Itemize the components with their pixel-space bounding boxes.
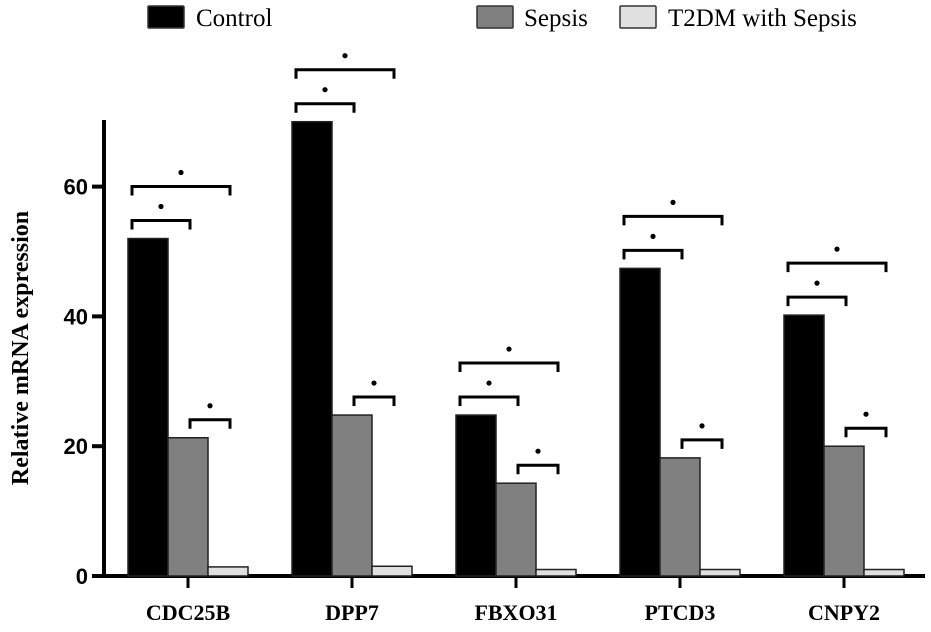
bar-t2dm-with-sepsis-fbxo31 bbox=[535, 568, 577, 577]
bracket-control-vs-sepsis-marker bbox=[650, 233, 656, 239]
legend-label-sepsis: Sepsis bbox=[524, 5, 588, 32]
bracket-control-vs-sepsis-marker bbox=[158, 203, 164, 210]
bar-t2dm-with-sepsis-dpp7 bbox=[371, 565, 413, 577]
bracket-control-vs-t2dm bbox=[622, 214, 724, 226]
bracket-control-vs-t2dm bbox=[294, 68, 396, 79]
bar-control-cdc25b bbox=[127, 237, 169, 577]
y-tick-label: 0 bbox=[76, 564, 88, 589]
bracket-control-vs-t2dm-marker bbox=[670, 199, 676, 205]
bracket-sepsis-vs-t2dm bbox=[516, 463, 560, 475]
legend-swatch-control bbox=[147, 5, 185, 29]
bracket-control-vs-t2dm bbox=[130, 185, 232, 196]
y-tick-label: 60 bbox=[64, 175, 88, 200]
bracket-control-vs-sepsis bbox=[786, 295, 848, 307]
bracket-sepsis-vs-t2dm-marker bbox=[207, 403, 213, 409]
category-label: DPP7 bbox=[325, 600, 379, 625]
category-label: CNPY2 bbox=[808, 600, 880, 625]
bracket-control-vs-sepsis bbox=[294, 102, 356, 113]
category-label: CDC25B bbox=[146, 600, 231, 625]
legend-label-t2dm-with-sepsis: T2DM with Sepsis bbox=[668, 5, 857, 32]
bracket-control-vs-sepsis-marker bbox=[322, 87, 328, 93]
bar-sepsis-cnpy2 bbox=[823, 445, 865, 577]
legend-swatch-sepsis bbox=[476, 5, 514, 29]
bar-control-cnpy2 bbox=[783, 314, 825, 577]
bar-t2dm-with-sepsis-cnpy2 bbox=[863, 568, 905, 577]
bar-t2dm-with-sepsis-cdc25b bbox=[207, 566, 249, 577]
bracket-sepsis-vs-t2dm bbox=[844, 426, 888, 438]
bracket-sepsis-vs-t2dm-marker bbox=[699, 423, 705, 429]
category-label: FBXO31 bbox=[474, 600, 557, 625]
bar-t2dm-with-sepsis-ptcd3 bbox=[699, 568, 741, 577]
legend: Control Sepsis T2DM with Sepsis bbox=[147, 5, 857, 32]
bar-control-ptcd3 bbox=[619, 267, 661, 577]
bracket-control-vs-sepsis bbox=[458, 395, 520, 407]
bracket-control-vs-t2dm-marker bbox=[834, 246, 840, 252]
bars bbox=[127, 120, 905, 577]
bracket-sepsis-vs-t2dm-marker bbox=[863, 411, 869, 417]
bracket-control-vs-t2dm-marker bbox=[506, 346, 512, 352]
y-tick-label: 40 bbox=[64, 304, 88, 329]
bar-control-fbxo31 bbox=[455, 414, 497, 577]
bar-sepsis-cdc25b bbox=[167, 437, 209, 577]
bracket-sepsis-vs-t2dm-marker bbox=[535, 448, 541, 454]
bracket-control-vs-sepsis-marker bbox=[814, 280, 820, 286]
y-axis-label-group: Relative mRNA expression bbox=[8, 211, 34, 485]
category-labels: CDC25B DPP7 FBXO31 PTCD3 CNPY2 bbox=[146, 600, 880, 625]
bracket-control-vs-sepsis bbox=[130, 219, 192, 230]
bar-control-dpp7 bbox=[291, 120, 333, 577]
bar-sepsis-dpp7 bbox=[331, 414, 373, 577]
category-label: PTCD3 bbox=[645, 600, 716, 625]
bracket-control-vs-t2dm-marker bbox=[342, 53, 348, 59]
bracket-sepsis-vs-t2dm bbox=[680, 438, 724, 449]
bracket-control-vs-t2dm-marker bbox=[178, 169, 184, 176]
legend-swatch-t2dm-with-sepsis bbox=[619, 5, 657, 29]
y-tick-label: 20 bbox=[64, 434, 88, 459]
significance-brackets bbox=[130, 53, 888, 475]
legend-label-control: Control bbox=[196, 5, 272, 32]
y-axis-label: Relative mRNA expression bbox=[8, 211, 34, 485]
bracket-control-vs-sepsis bbox=[622, 248, 684, 260]
bracket-sepsis-vs-t2dm bbox=[188, 418, 232, 429]
bracket-control-vs-sepsis-marker bbox=[486, 380, 492, 386]
bracket-sepsis-vs-t2dm-marker bbox=[371, 380, 377, 386]
bar-sepsis-ptcd3 bbox=[659, 457, 701, 577]
bar-sepsis-fbxo31 bbox=[495, 482, 537, 577]
bracket-control-vs-t2dm bbox=[458, 361, 560, 373]
bracket-sepsis-vs-t2dm bbox=[352, 395, 396, 407]
bracket-control-vs-t2dm bbox=[786, 261, 888, 273]
